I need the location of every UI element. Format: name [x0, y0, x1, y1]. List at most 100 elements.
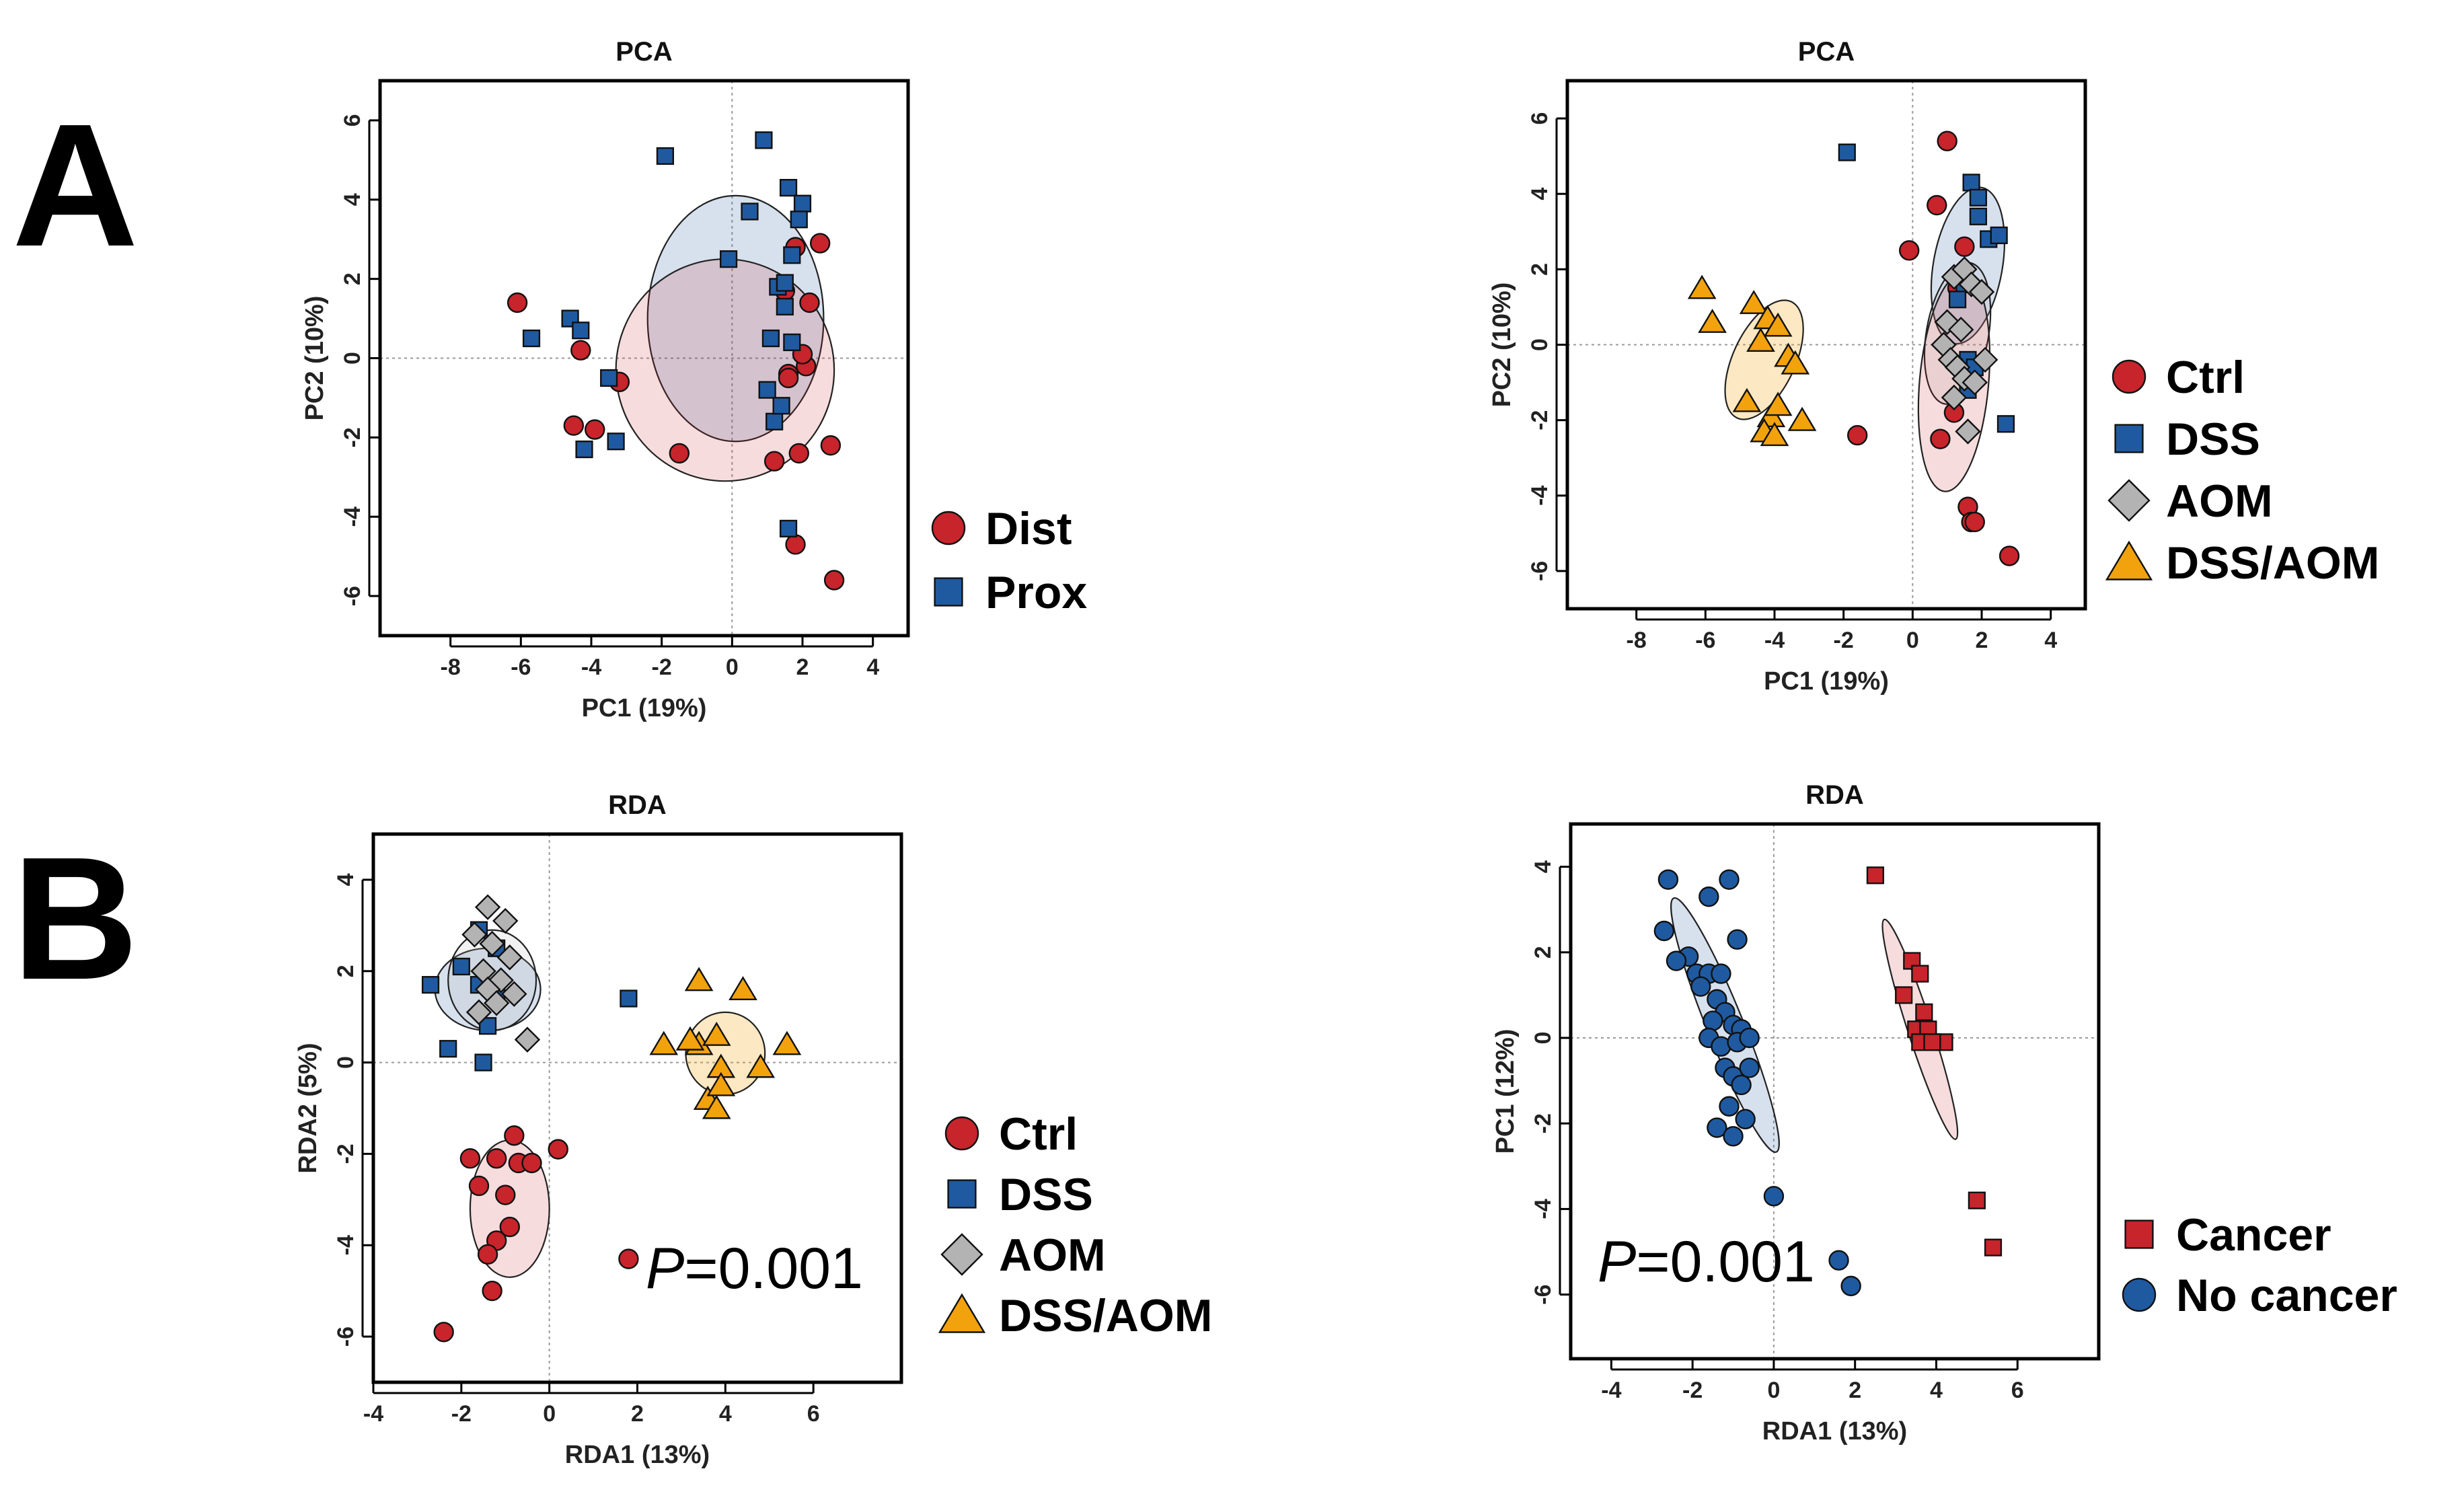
p-value: P=0.001 [646, 1236, 863, 1301]
legend-label-dss: DSS [999, 1169, 1093, 1220]
x-tick-label: 2 [1976, 628, 1988, 653]
y-tick-label: 0 [340, 352, 365, 365]
point-ctrl [459, 1148, 481, 1169]
point-aom [1972, 346, 1999, 373]
rda-cancer-chart: RDA -4 -2 0 2 4 6 -6 -4 -2 0 2 4 RDA1 (13%) PC1 (12%) P… [1491, 780, 2397, 1445]
legend-marker-dss [947, 1179, 977, 1209]
point-dss-aom [702, 1021, 731, 1046]
point-aom [483, 990, 510, 1016]
legend-label-dss-aom: DSS/AOM [2166, 537, 2379, 589]
legend-label-ctrl: Ctrl [2166, 352, 2245, 403]
point-prox [766, 412, 784, 430]
point-dist [763, 451, 785, 472]
point-dist [778, 367, 799, 389]
x-tick-label: 0 [726, 654, 739, 680]
chart-title: RDA [1805, 780, 1864, 810]
point-prox [772, 397, 790, 415]
point-no-cancer [1703, 1010, 1723, 1031]
point-no-cancer [1723, 1126, 1744, 1147]
y-tick-label: 4 [1530, 860, 1556, 873]
y-tick-label: 2 [340, 272, 365, 285]
x-tick-label: -2 [1834, 628, 1854, 653]
point-dss-aom [746, 1053, 776, 1078]
point-dss [421, 976, 440, 994]
y-tick-label: -4 [1530, 1199, 1556, 1219]
point-dss-aom [1787, 406, 1817, 431]
point-prox [793, 194, 812, 213]
point-no-cancer [1653, 920, 1675, 942]
point-dss-aom [729, 976, 757, 1000]
point-ctrl [618, 1248, 639, 1269]
point-dss-aom [706, 1072, 736, 1096]
point-no-cancer [1731, 1074, 1752, 1096]
point-dss [1962, 174, 1980, 192]
point-prox [790, 211, 808, 229]
point-cancer [1895, 986, 1913, 1004]
x-tick-label: -4 [581, 654, 601, 680]
point-dss [452, 957, 470, 976]
point-dss-aom [1687, 274, 1717, 299]
point-no-cancer [1719, 1096, 1740, 1117]
legend-marker-aom [2107, 479, 2151, 522]
point-dss-aom [1760, 422, 1789, 447]
point-dss-aom [702, 1094, 731, 1119]
point-dist [785, 534, 806, 555]
point-dist [799, 292, 820, 313]
y-tick-label: -6 [1527, 561, 1553, 581]
point-dss [1969, 188, 1987, 206]
x-tick-label: -4 [1601, 1378, 1621, 1403]
point-dist [788, 443, 809, 464]
point-aom [501, 981, 527, 1007]
x-tick-label: 4 [866, 654, 879, 680]
point-dss [1990, 226, 2008, 244]
point-cancer [1866, 866, 1884, 885]
point-dss-aom [684, 967, 714, 991]
x-tick-label: 2 [1849, 1378, 1861, 1403]
point-dss [439, 1040, 457, 1058]
y-tick-label: 0 [333, 1056, 359, 1069]
x-axis-label: RDA1 (13%) [1762, 1417, 1907, 1445]
point-no-cancer [1828, 1250, 1849, 1271]
point-ctrl [1930, 428, 1951, 449]
point-dist [585, 419, 605, 440]
point-dist [570, 340, 591, 361]
legend-marker-aom [940, 1233, 983, 1276]
point-no-cancer [1727, 929, 1748, 950]
x-tick-label: -6 [511, 654, 531, 680]
legend-marker-dist [931, 511, 966, 546]
point-prox [779, 179, 798, 197]
y-tick-label: 4 [1527, 188, 1553, 200]
point-no-cancer [1707, 1117, 1727, 1138]
point-prox [575, 440, 593, 459]
chart-title: PCA [1798, 37, 1855, 67]
point-dss-aom [649, 1030, 679, 1055]
point-prox [719, 250, 738, 268]
y-axis-label: PC2 (10%) [1488, 283, 1516, 408]
point-cancer [1968, 1191, 1986, 1209]
legend-label-no-cancer: No cancer [2176, 1270, 2397, 1321]
point-ctrl [1937, 130, 1957, 151]
x-tick-label: -2 [451, 1401, 472, 1427]
x-tick-label: 2 [796, 654, 809, 680]
point-dss-aom [1746, 328, 1775, 352]
point-ctrl [1954, 236, 1975, 257]
x-tick-label: -8 [1627, 628, 1647, 653]
x-tick-label: 2 [631, 1401, 644, 1427]
point-aom [1941, 384, 1968, 411]
point-aom [1955, 418, 1981, 445]
point-prox [522, 329, 541, 348]
y-tick-label: 4 [340, 193, 365, 206]
point-aom [465, 999, 492, 1026]
point-dss-aom [1781, 350, 1810, 375]
point-aom [514, 1026, 541, 1053]
point-no-cancer [1840, 1275, 1861, 1297]
x-tick-label: 6 [2011, 1378, 2024, 1403]
x-axis-label: PC1 (19%) [1764, 667, 1889, 696]
point-aom [479, 930, 505, 957]
point-ctrl [486, 1148, 507, 1169]
point-prox [600, 369, 618, 387]
legend-marker-prox [934, 577, 963, 607]
point-cancer [1911, 965, 1929, 983]
point-dss [474, 1053, 492, 1072]
